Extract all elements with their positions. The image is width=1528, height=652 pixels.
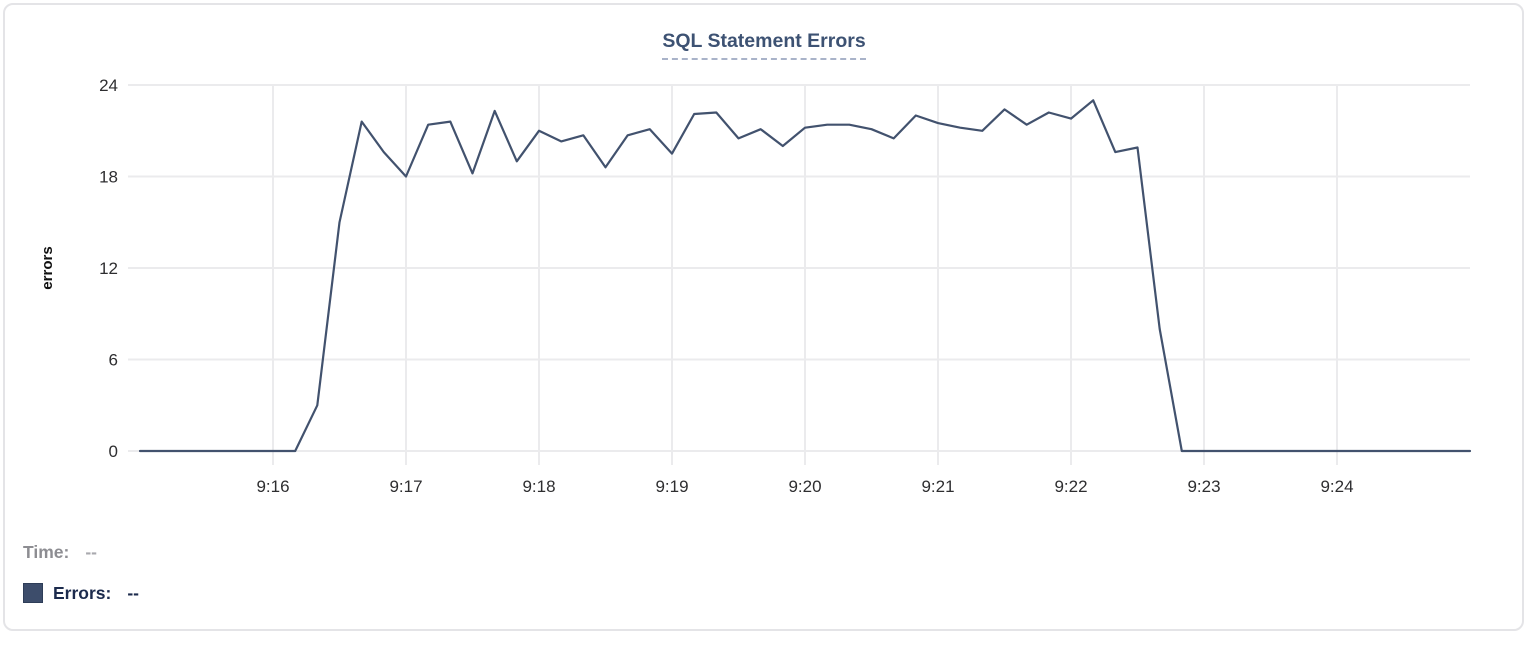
x-tick-label: 9:16 bbox=[256, 477, 289, 496]
chart-header: SQL Statement Errors bbox=[0, 30, 1528, 60]
x-tick-label: 9:21 bbox=[921, 477, 954, 496]
x-tick-label: 9:18 bbox=[522, 477, 555, 496]
x-tick-label: 9:24 bbox=[1320, 477, 1353, 496]
legend-errors-row[interactable]: Errors: -- bbox=[23, 582, 139, 604]
legend-time-label: Time: bbox=[23, 541, 70, 562]
x-tick-label: 9:22 bbox=[1054, 477, 1087, 496]
legend-errors-value: -- bbox=[127, 582, 140, 603]
y-tick-label: 18 bbox=[99, 168, 118, 187]
legend-time-value: -- bbox=[85, 541, 98, 562]
x-tick-label: 9:23 bbox=[1187, 477, 1220, 496]
card bbox=[3, 3, 1524, 631]
x-tick-label: 9:20 bbox=[788, 477, 821, 496]
legend: Time: -- Errors: -- bbox=[23, 541, 139, 623]
legend-errors-label: Errors: bbox=[53, 582, 112, 603]
errors-line-chart[interactable]: 0 6 12 18 24 9:16 9:17 9:18 9:19 9:20 9:21 9:22 9:23… bbox=[0, 0, 1528, 510]
y-tick-label: 12 bbox=[99, 259, 118, 278]
chart-title[interactable]: SQL Statement Errors bbox=[662, 30, 866, 60]
y-tick-label: 0 bbox=[109, 442, 118, 461]
errors-series-line bbox=[138, 99, 1472, 453]
legend-time-row: Time: -- bbox=[23, 541, 139, 563]
x-tick-label: 9:17 bbox=[389, 477, 422, 496]
y-axis-title: errors bbox=[39, 246, 56, 289]
y-tick-label: 6 bbox=[109, 351, 118, 370]
errors-series-swatch[interactable] bbox=[23, 583, 43, 603]
y-tick-label: 24 bbox=[99, 76, 118, 95]
x-tick-label: 9:19 bbox=[655, 477, 688, 496]
